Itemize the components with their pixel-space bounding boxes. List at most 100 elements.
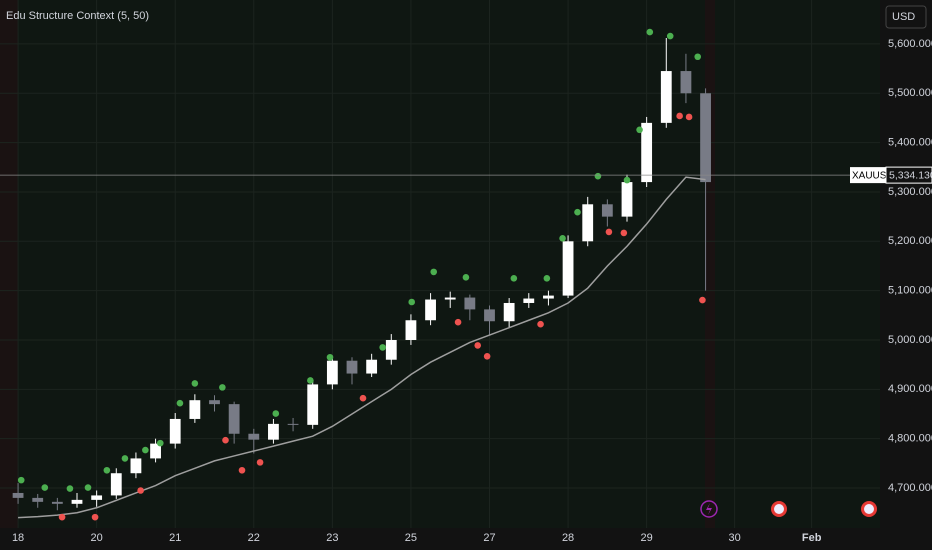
pivot-low: [58, 513, 66, 521]
candle-body: [248, 433, 260, 440]
x-tick-label: 20: [91, 532, 103, 544]
pivot-high: [156, 439, 164, 447]
pivot-high: [430, 268, 438, 276]
candle-body: [405, 320, 417, 340]
y-tick-label: 5,200.000: [888, 235, 932, 247]
pivot-high: [84, 484, 92, 491]
x-tick-label: 28: [562, 532, 574, 544]
x-tick-label: 25: [405, 532, 417, 544]
pivot-high: [543, 275, 551, 282]
pivot-high: [103, 466, 111, 474]
candle-body: [523, 298, 535, 303]
candle-body: [366, 359, 378, 374]
pivot-low: [137, 487, 144, 494]
y-tick-label: 4,700.000: [888, 482, 932, 494]
x-tick-label: 29: [641, 532, 653, 544]
pivot-low: [454, 318, 462, 326]
candle-body: [287, 423, 299, 425]
candle-body: [32, 497, 44, 502]
event-icons: [700, 500, 877, 518]
candle-body: [700, 93, 711, 183]
y-tick-label: 5,100.000: [888, 285, 932, 297]
pivot-low: [91, 513, 99, 521]
candle-body: [130, 458, 142, 474]
pivot-high: [66, 485, 74, 492]
candle-body: [680, 71, 692, 94]
pivot-high: [326, 353, 334, 361]
candle-body: [12, 492, 24, 498]
plot: [0, 28, 880, 521]
candle-body: [110, 473, 122, 496]
pivot-high: [623, 176, 631, 184]
pivot-low: [222, 436, 229, 444]
pivot-high: [636, 126, 643, 134]
moving-average: [18, 176, 706, 519]
plot-area: [0, 0, 880, 528]
event-icon[interactable]: [700, 500, 718, 518]
y-tick-label: 4,900.000: [888, 383, 932, 395]
candle-body: [91, 495, 103, 500]
y-tick-label: 5,300.000: [888, 186, 932, 198]
candle-body: [582, 204, 594, 242]
y-tick-label: 5,500.000: [888, 87, 932, 99]
pivot-low: [238, 466, 246, 474]
pivot-low: [483, 352, 491, 360]
candle-body: [209, 400, 220, 405]
pivot-high: [121, 455, 129, 462]
pivot-low: [359, 394, 367, 402]
candle-body: [385, 339, 397, 360]
pivot-low: [474, 342, 482, 349]
candle-body: [425, 299, 436, 321]
grid: [0, 0, 880, 528]
pivot-low: [699, 296, 706, 304]
symbol-label: XAUUSD: [852, 170, 894, 181]
candle-body: [601, 204, 613, 217]
pivot-high: [307, 377, 314, 384]
pivot-high: [191, 380, 199, 387]
chart-title: Edu Structure Context (5, 50): [6, 10, 149, 22]
candle-body: [307, 384, 319, 425]
currency-label[interactable]: USD: [892, 11, 915, 23]
event-icon-glyph: [706, 503, 712, 515]
pivot-high: [510, 275, 518, 282]
event-icon-glyph: [774, 504, 784, 514]
session-shade: [0, 0, 18, 528]
x-tick-label: 21: [169, 532, 181, 544]
pivot-high: [559, 235, 566, 242]
pivot-high: [574, 208, 581, 216]
pivot-high: [219, 384, 226, 391]
x-tick-label: 27: [483, 532, 495, 544]
price-label: 5,334.130: [889, 169, 932, 181]
candle-body: [228, 404, 240, 434]
candle-body: [169, 418, 181, 444]
candle-body: [621, 182, 633, 217]
candle-body: [503, 302, 515, 322]
x-tick-label: Feb: [802, 532, 822, 544]
candle-body: [346, 360, 358, 374]
candle-body: [189, 400, 201, 419]
candle-body: [71, 499, 83, 504]
candle-body: [660, 71, 672, 123]
candle-body: [51, 501, 63, 504]
currency-button[interactable]: [885, 5, 927, 29]
pivot-low: [620, 229, 628, 237]
candle-body: [150, 443, 161, 459]
pivot-low: [605, 228, 613, 236]
candle-body: [543, 295, 554, 299]
candle-body: [444, 297, 456, 300]
pivot-high: [142, 446, 149, 454]
pivot-high: [646, 28, 654, 36]
candle-body: [641, 122, 653, 183]
event-icon-glyph: [864, 504, 874, 514]
pivot-high: [17, 476, 25, 484]
x-tick-label: 23: [326, 532, 338, 544]
pivot-high: [666, 32, 674, 40]
x-tick-label: 18: [12, 532, 24, 544]
pivot-high: [41, 484, 49, 491]
pivot-low: [537, 320, 544, 328]
pivot-high: [379, 344, 386, 351]
candle-body: [562, 241, 574, 296]
pivot-low: [685, 113, 693, 121]
